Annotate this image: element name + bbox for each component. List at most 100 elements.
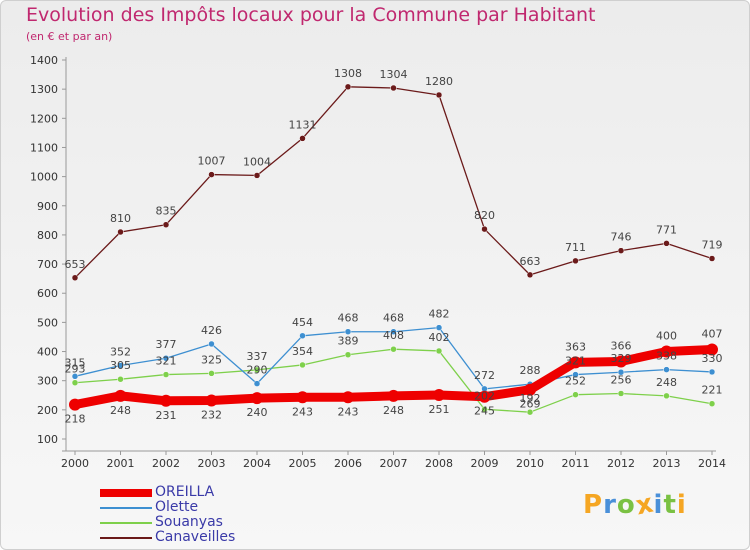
data-point-canaveilles [71, 274, 79, 282]
data-label-oreilla: 251 [429, 403, 450, 416]
legend-swatch [100, 489, 152, 497]
data-point-souanyas [208, 370, 215, 377]
data-point-olette [435, 324, 443, 331]
data-point-olette [663, 366, 670, 373]
data-point-canaveilles [390, 84, 397, 92]
data-label-olette: 329 [611, 352, 632, 365]
data-point-canaveilles [526, 271, 534, 279]
data-label-olette: 330 [702, 352, 723, 365]
data-label-canaveilles: 810 [110, 212, 131, 225]
data-label-olette: 321 [565, 355, 586, 368]
logo-letter: o [616, 490, 636, 520]
x-tick-label: 2012 [607, 457, 635, 470]
data-point-oreilla [524, 383, 536, 396]
data-point-souanyas [481, 406, 488, 413]
chart-series-lines [69, 83, 718, 416]
data-label-souanyas: 192 [520, 392, 541, 405]
data-point-canaveilles [708, 255, 716, 262]
data-label-olette: 288 [520, 364, 541, 377]
data-point-olette [299, 332, 306, 340]
data-label-oreilla: 232 [201, 409, 222, 422]
data-label-souanyas: 325 [201, 353, 222, 366]
data-label-olette: 454 [292, 316, 313, 329]
data-point-souanyas [390, 345, 397, 353]
data-label-olette: 272 [474, 369, 495, 382]
y-tick-label: 1400 [30, 54, 58, 67]
data-label-souanyas: 293 [65, 363, 86, 376]
data-label-canaveilles: 1007 [198, 155, 226, 168]
y-tick-label: 1300 [30, 83, 58, 96]
data-point-olette [617, 368, 625, 376]
data-point-canaveilles [162, 221, 170, 228]
data-point-canaveilles [617, 247, 625, 254]
data-point-oreilla [296, 391, 309, 404]
chart-subtitle: (en € et par an) [26, 30, 113, 43]
data-point-oreilla [660, 345, 673, 358]
data-point-olette [71, 373, 79, 380]
data-point-oreilla [387, 389, 400, 402]
y-tick-label: 100 [37, 433, 58, 446]
x-tick-label: 2001 [107, 457, 135, 470]
data-label-oreilla: 218 [65, 413, 86, 426]
data-label-oreilla: 269 [520, 398, 541, 411]
data-label-souanyas: 389 [338, 335, 359, 348]
x-tick-label: 2007 [380, 457, 408, 470]
x-tick-label: 2005 [289, 457, 317, 470]
y-tick-label: 500 [37, 316, 58, 329]
data-label-oreilla: 366 [611, 339, 632, 352]
data-label-souanyas: 256 [611, 374, 632, 387]
data-label-olette: 482 [429, 308, 450, 321]
data-label-oreilla: 245 [474, 405, 495, 418]
data-label-canaveilles: 663 [520, 255, 541, 268]
data-label-canaveilles: 1131 [289, 118, 317, 131]
data-label-oreilla: 407 [702, 327, 723, 340]
data-label-canaveilles: 1304 [380, 68, 408, 81]
line-chart: 100 200 300 400 500 600 700 800 900 1000 1100 1200 1… [30, 54, 726, 470]
legend-swatch [100, 522, 152, 524]
data-label-souanyas: 252 [565, 375, 586, 388]
data-point-souanyas [526, 408, 534, 416]
y-tick-label: 1000 [30, 171, 58, 184]
data-point-olette [344, 328, 352, 335]
data-label-souanyas: 321 [156, 355, 177, 368]
logo-letter: i [676, 490, 687, 520]
chart-title: Evolution des Impôts locaux pour la Comm… [26, 4, 596, 26]
data-point-souanyas [162, 371, 170, 378]
data-point-canaveilles [435, 91, 443, 99]
data-label-oreilla: 248 [110, 404, 131, 417]
data-label-olette: 468 [338, 312, 359, 325]
y-tick-label: 600 [37, 287, 58, 300]
data-label-oreilla: 243 [338, 405, 359, 418]
data-label-canaveilles: 746 [611, 231, 632, 244]
data-label-olette: 426 [201, 324, 222, 337]
data-point-oreilla [205, 394, 218, 407]
data-label-canaveilles: 1004 [243, 155, 271, 168]
series-line-canaveilles [74, 86, 713, 279]
y-tick-label: 300 [37, 375, 58, 388]
x-tick-label: 2011 [562, 457, 590, 470]
legend-label: Canaveilles [155, 529, 236, 545]
x-tick-label: 2006 [334, 457, 362, 470]
logo-letter: i [653, 490, 664, 520]
data-point-canaveilles [481, 225, 488, 233]
data-label-souanyas: 408 [383, 329, 404, 342]
data-label-canaveilles: 719 [702, 239, 723, 252]
data-point-oreilla [160, 394, 172, 407]
data-point-canaveilles [253, 172, 261, 179]
data-point-oreilla [478, 390, 491, 403]
chart-axes: 100 200 300 400 500 600 700 800 900 1000 1100 1200 1… [30, 54, 726, 470]
data-label-oreilla: 240 [247, 406, 268, 419]
data-label-souanyas: 202 [474, 389, 495, 402]
data-point-souanyas [299, 361, 306, 369]
x-tick-label: 2004 [243, 457, 271, 470]
data-point-canaveilles [117, 228, 124, 236]
data-point-olette [253, 380, 261, 387]
x-tick-label: 2000 [61, 457, 89, 470]
data-label-canaveilles: 820 [474, 209, 495, 222]
data-point-canaveilles [208, 171, 215, 178]
data-point-souanyas [435, 347, 443, 355]
data-point-oreilla [615, 355, 627, 368]
data-point-oreilla [569, 356, 582, 369]
data-label-canaveilles: 1280 [425, 75, 453, 88]
